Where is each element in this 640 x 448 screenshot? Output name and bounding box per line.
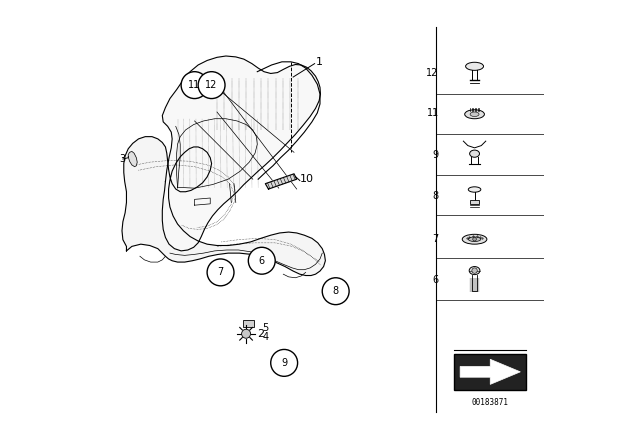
Text: 7: 7	[433, 234, 439, 244]
Text: 00183871: 00183871	[472, 398, 509, 407]
Text: 9: 9	[433, 151, 439, 160]
Text: 11: 11	[426, 108, 439, 118]
Text: 8: 8	[333, 286, 339, 296]
Text: 10: 10	[300, 174, 314, 184]
Bar	[454, 354, 526, 390]
Text: 12: 12	[426, 68, 439, 78]
Text: 6: 6	[259, 256, 265, 266]
Ellipse shape	[468, 237, 481, 241]
Ellipse shape	[468, 187, 481, 192]
Text: 6: 6	[433, 275, 439, 284]
Text: 12: 12	[205, 80, 218, 90]
Polygon shape	[266, 174, 297, 189]
Ellipse shape	[469, 267, 480, 275]
Text: 4: 4	[262, 332, 269, 342]
Text: 3: 3	[119, 154, 125, 164]
Text: 7: 7	[218, 267, 223, 277]
Text: 5: 5	[262, 323, 268, 333]
Ellipse shape	[466, 62, 484, 70]
Circle shape	[473, 237, 476, 241]
Ellipse shape	[470, 150, 479, 157]
Ellipse shape	[465, 110, 484, 119]
Circle shape	[323, 278, 349, 305]
Polygon shape	[460, 359, 520, 384]
Ellipse shape	[470, 112, 479, 116]
Text: 9: 9	[281, 358, 287, 368]
Polygon shape	[122, 137, 325, 276]
Ellipse shape	[462, 234, 487, 244]
Polygon shape	[128, 151, 137, 167]
Bar	[470, 200, 479, 204]
Circle shape	[248, 247, 275, 274]
Circle shape	[242, 329, 251, 338]
Text: 11: 11	[188, 80, 201, 90]
Circle shape	[472, 268, 477, 273]
Text: 1: 1	[316, 57, 323, 67]
Circle shape	[271, 349, 298, 376]
Bar	[243, 320, 253, 327]
Circle shape	[198, 72, 225, 99]
Text: 2: 2	[257, 329, 264, 339]
Circle shape	[181, 72, 208, 99]
Polygon shape	[163, 56, 321, 251]
Text: 8: 8	[433, 191, 439, 201]
Circle shape	[207, 259, 234, 286]
